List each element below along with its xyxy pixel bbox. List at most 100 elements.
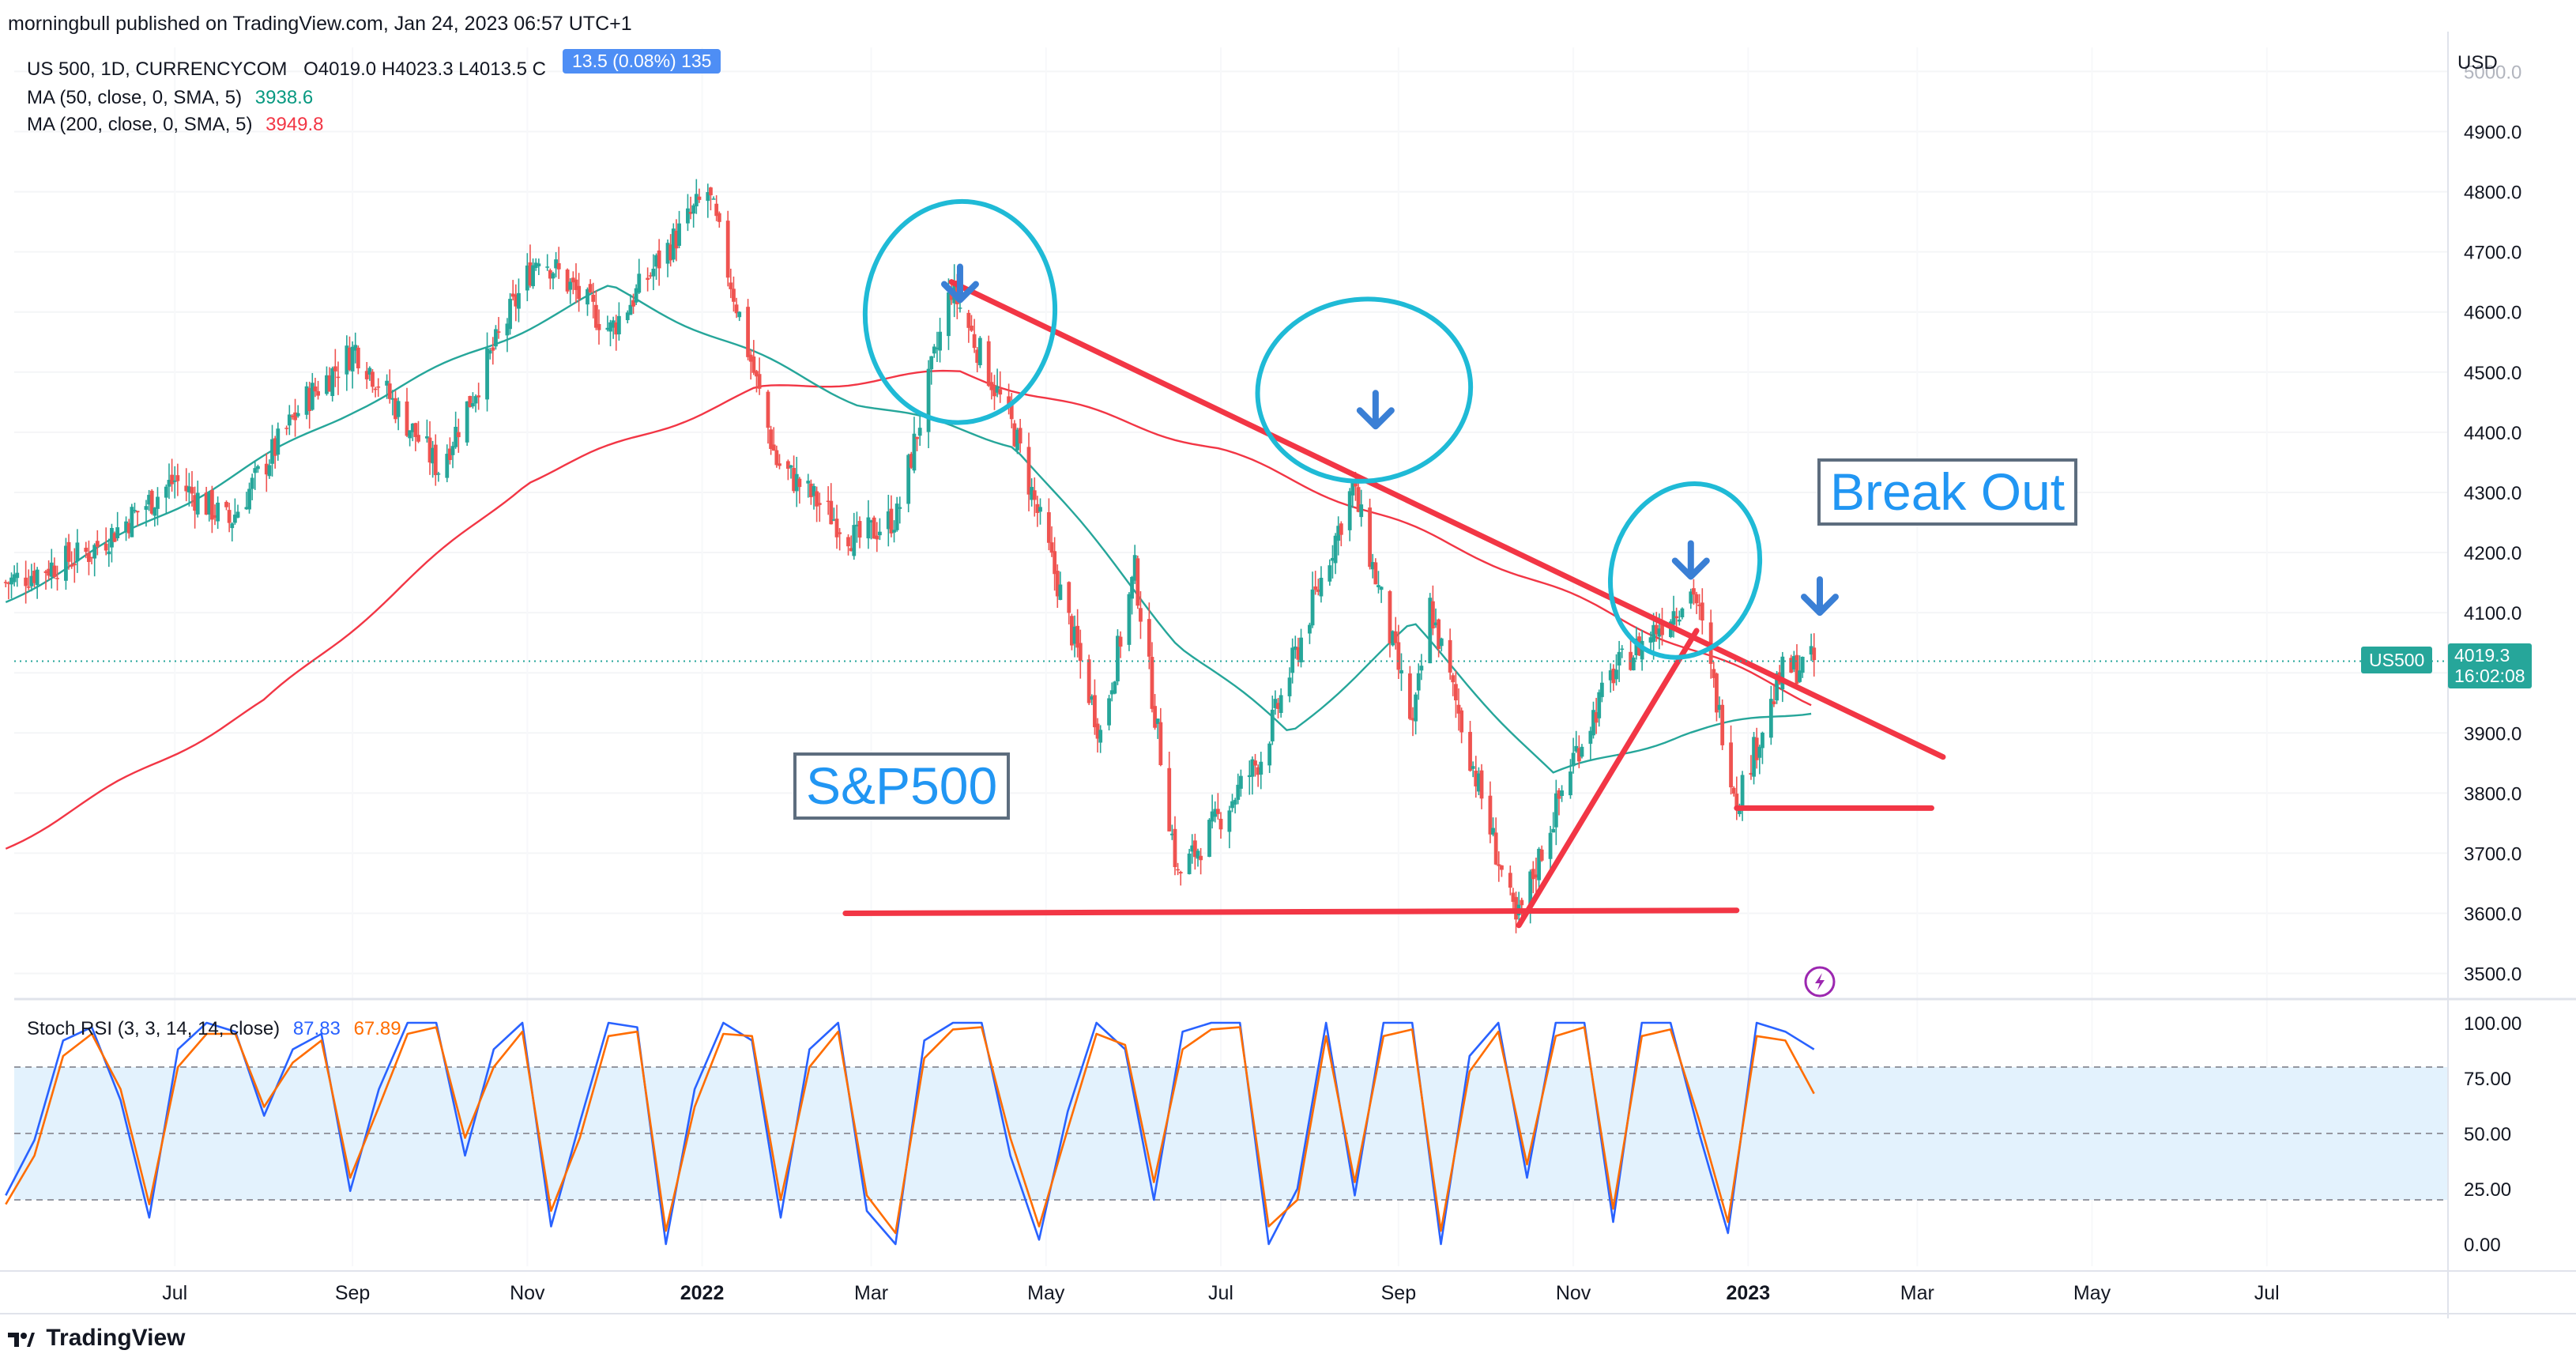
candle-body (3, 582, 8, 583)
candle-body (1032, 490, 1037, 500)
price-tick-label: 3600.0 (2464, 903, 2521, 925)
candle-body (1207, 820, 1211, 858)
candle-body (631, 300, 635, 307)
candle-body (267, 465, 272, 477)
price-tick-label: 3700.0 (2464, 843, 2521, 865)
candle-body (284, 428, 289, 429)
candle-body (1407, 673, 1412, 719)
time-tick-label: Mar (1900, 1282, 1934, 1304)
time-tick-label: Mar (854, 1282, 888, 1304)
candle-body (1210, 811, 1215, 822)
candle-body (992, 385, 996, 397)
candle-body (333, 366, 337, 371)
candlestick-series[interactable] (3, 179, 1817, 933)
drawing-annotations[interactable] (842, 195, 1946, 998)
candle-body (471, 403, 475, 407)
candle-body (1574, 745, 1579, 752)
candle-body (554, 259, 558, 269)
candle-body (1640, 640, 1644, 660)
down-arrow-3 (1671, 540, 1710, 580)
candle-body (1347, 491, 1352, 530)
candle-body (224, 502, 228, 507)
candle-body (367, 368, 372, 375)
candle-body (1393, 631, 1398, 643)
candle-body (1634, 639, 1639, 656)
candle-body (1095, 723, 1100, 739)
candle-body (1474, 771, 1478, 786)
price-tick-label: 4300.0 (2464, 483, 2521, 504)
sp500-label[interactable]: S&P500 (793, 752, 1011, 820)
candle-body (47, 568, 51, 576)
candle-body (1078, 643, 1083, 662)
candle-body (1477, 773, 1481, 792)
symbol-legend[interactable]: US 500, 1D, CURRENCYCOM O4019.0 H4023.3 … (27, 58, 546, 81)
ma50-value: 3938.6 (254, 87, 314, 108)
candle-body (1740, 775, 1745, 810)
candle-body (64, 545, 68, 581)
candle-body (1798, 670, 1802, 682)
candle-body (29, 575, 34, 586)
candle-body (313, 386, 318, 392)
candle-body (1238, 775, 1243, 789)
candle-body (894, 503, 899, 530)
time-tick-label: Sep (335, 1282, 370, 1304)
stoch-rsi-panel[interactable] (5, 1021, 2448, 1246)
candle-body (488, 350, 492, 354)
candle-body (476, 395, 481, 398)
candle-body (390, 398, 395, 400)
ma200-legend[interactable]: MA (200, close, 0, SMA, 5) 3949.8 (27, 114, 324, 136)
candle-body (1075, 625, 1080, 648)
candle-body (450, 446, 455, 455)
candle-body (1058, 584, 1063, 600)
candle-body (1236, 784, 1241, 800)
candle-body (611, 320, 616, 328)
descending-trendline (948, 279, 1946, 760)
candle-body (1293, 646, 1297, 651)
price-tick-label: 3500.0 (2464, 964, 2521, 986)
candle-body (691, 205, 696, 214)
candle-body (1247, 775, 1252, 778)
breakout-label[interactable]: Break Out (1817, 458, 2078, 526)
candle-body (1674, 616, 1679, 619)
candle-body (1560, 790, 1564, 797)
candle-body (1190, 845, 1195, 852)
price-grid (14, 47, 2448, 1266)
candle-body (906, 454, 911, 504)
candle-body (1368, 507, 1372, 568)
top-circle-2 (1255, 296, 1474, 484)
candle-body (1319, 578, 1324, 597)
candle-body (588, 284, 593, 292)
time-tick-label: Jul (2254, 1282, 2280, 1304)
price-tick-label: 3800.0 (2464, 783, 2521, 805)
ma50-legend[interactable]: MA (50, close, 0, SMA, 5) 3938.6 (27, 87, 313, 109)
candle-body (1433, 622, 1438, 626)
candle-body (972, 334, 977, 349)
candle-body (556, 262, 561, 270)
candle-body (697, 196, 702, 200)
candle-body (230, 523, 235, 529)
candle-body (1093, 695, 1097, 728)
candle-body (1761, 732, 1764, 749)
tradingview-footer[interactable]: TradingView (8, 1325, 186, 1352)
candle-body (1067, 582, 1071, 613)
candle-body (1218, 818, 1223, 830)
candle-body (232, 515, 237, 523)
candle-body (26, 586, 31, 588)
candle-body (898, 507, 902, 509)
lightning-glyph (1814, 973, 1825, 990)
candle-body (494, 329, 498, 347)
candle-body (12, 574, 17, 583)
candle-body (1729, 742, 1733, 788)
candle-body (929, 356, 934, 370)
stoch-legend[interactable]: Stoch RSI (3, 3, 14, 14, close) 87.83 67… (27, 1018, 401, 1040)
candle-body (1350, 481, 1355, 496)
candle-body (376, 386, 381, 388)
candle-body (307, 387, 312, 412)
candle-body (1070, 616, 1074, 646)
candle-body (1459, 710, 1464, 733)
candle-body (433, 444, 438, 476)
candle-body (774, 450, 779, 466)
candle-body (1657, 628, 1662, 637)
candle-body (789, 465, 793, 468)
